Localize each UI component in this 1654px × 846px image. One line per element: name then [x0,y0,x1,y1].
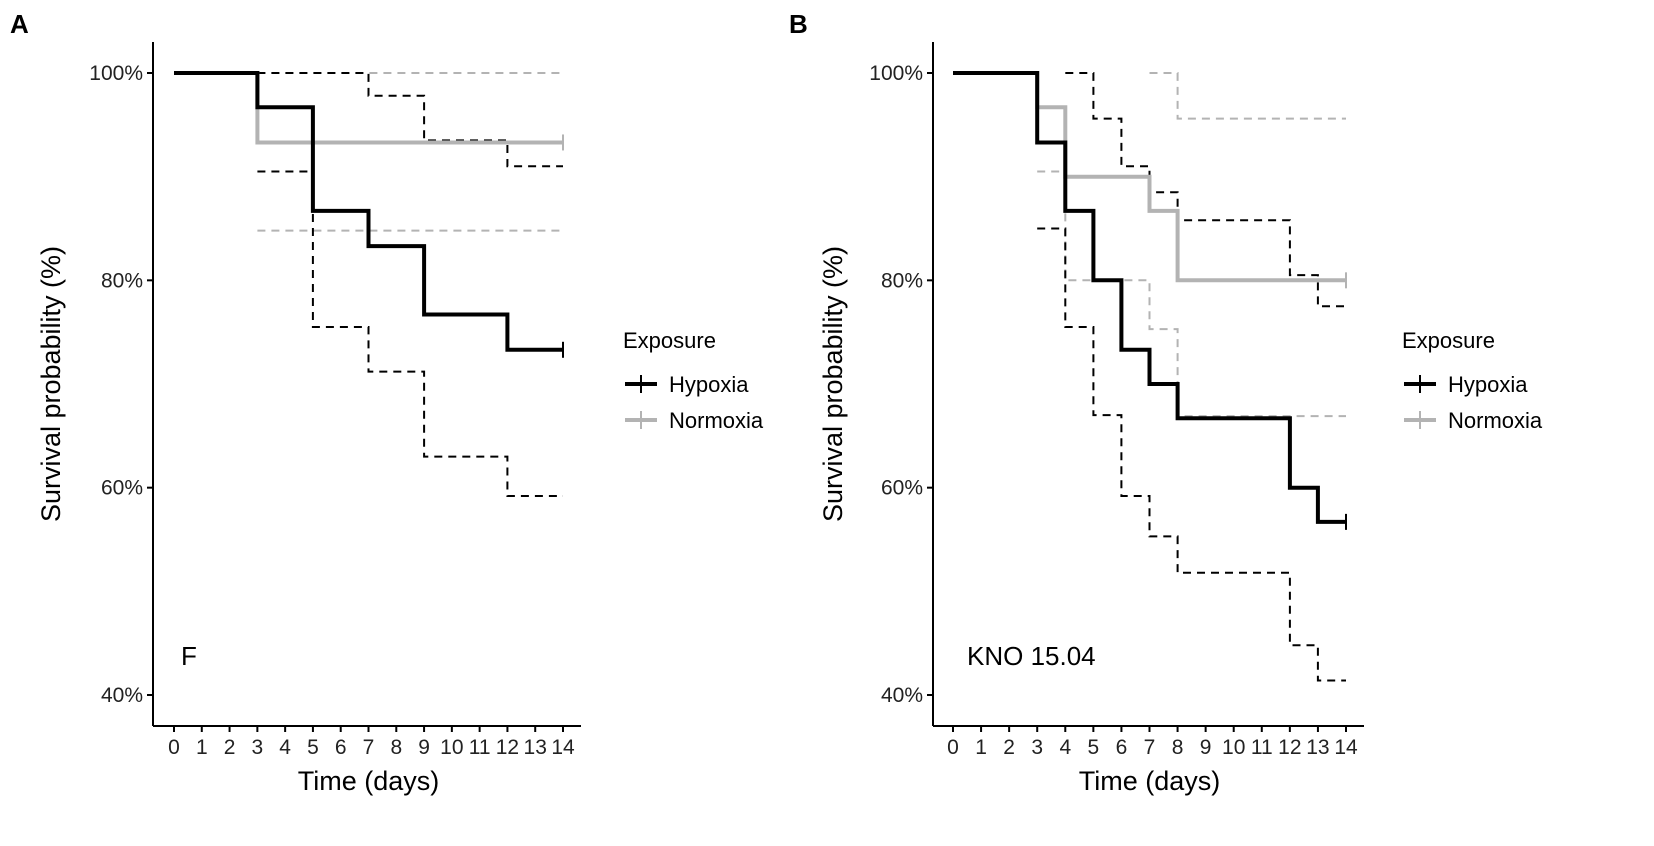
x-tick-label: 5 [307,736,319,759]
legend-label-hypoxia: Hypoxia [669,372,749,397]
y-tick-label: 100% [89,62,143,85]
x-tick-label: 7 [363,736,375,759]
y-tick-label: 40% [881,684,923,707]
hypoxia-survival-line [174,71,563,352]
x-tick-label: 2 [224,736,236,759]
y-tick-label: 80% [101,269,143,292]
y-tick-label: 60% [101,477,143,500]
hypoxia-ci-lower-line [1037,227,1346,682]
normoxia-ci-upper-line [1149,72,1346,120]
x-tick-label: 13 [1306,736,1329,759]
x-axis-title: Time (days) [298,766,440,796]
hypoxia-ci-lower-line [257,170,563,497]
x-tick-label: 11 [469,736,491,759]
x-tick-label: 9 [1200,736,1212,759]
legend-title: Exposure [1402,328,1495,353]
panel-annotation: KNO 15.04 [967,641,1096,671]
panel-label: B [789,9,808,39]
x-tick-label: 8 [1172,736,1184,759]
x-tick-label: 3 [1031,736,1043,759]
panel-label: A [10,9,29,39]
x-tick-label: 8 [390,736,402,759]
legend: Exposure Hypoxia Normoxia [623,328,764,433]
legend-label-normoxia: Normoxia [1448,408,1543,433]
x-tick-label: 2 [1003,736,1015,759]
legend: Exposure Hypoxia Normoxia [1402,328,1543,433]
legend-label-hypoxia: Hypoxia [1448,372,1528,397]
hypoxia-survival-line [953,71,1346,524]
x-tick-label: 6 [335,736,347,759]
legend-label-normoxia: Normoxia [669,408,764,433]
x-tick-label: 10 [1222,736,1245,759]
x-tick-label: 10 [440,736,463,759]
y-tick-label: 40% [101,684,143,707]
x-tick-label: 6 [1116,736,1128,759]
x-axis-title: Time (days) [1079,766,1221,796]
panel-annotation: F [181,641,197,671]
x-tick-label: 13 [524,736,547,759]
x-tick-label: 11 [1251,736,1273,759]
x-tick-label: 4 [279,736,291,759]
x-tick-label: 0 [168,736,180,759]
y-axis-title: Survival probability (%) [818,246,848,522]
hypoxia-ci-upper-line [1065,72,1346,308]
y-axis-title: Survival probability (%) [36,246,66,522]
y-tick-label: 80% [881,269,923,292]
legend-title: Exposure [623,328,716,353]
x-tick-label: 4 [1059,736,1071,759]
x-tick-label: 7 [1144,736,1156,759]
hypoxia-ci-upper-line [257,72,563,168]
x-tick-label: 12 [1278,736,1301,759]
x-tick-label: 9 [418,736,430,759]
y-tick-label: 60% [881,477,923,500]
x-tick-label: 12 [496,736,519,759]
x-tick-label: 14 [1334,736,1358,759]
x-tick-label: 1 [196,736,208,759]
x-tick-label: 0 [947,736,959,759]
y-tick-label: 100% [869,62,923,85]
x-tick-label: 3 [252,736,264,759]
x-tick-label: 5 [1088,736,1100,759]
x-tick-label: 14 [551,736,575,759]
x-tick-label: 1 [975,736,987,759]
